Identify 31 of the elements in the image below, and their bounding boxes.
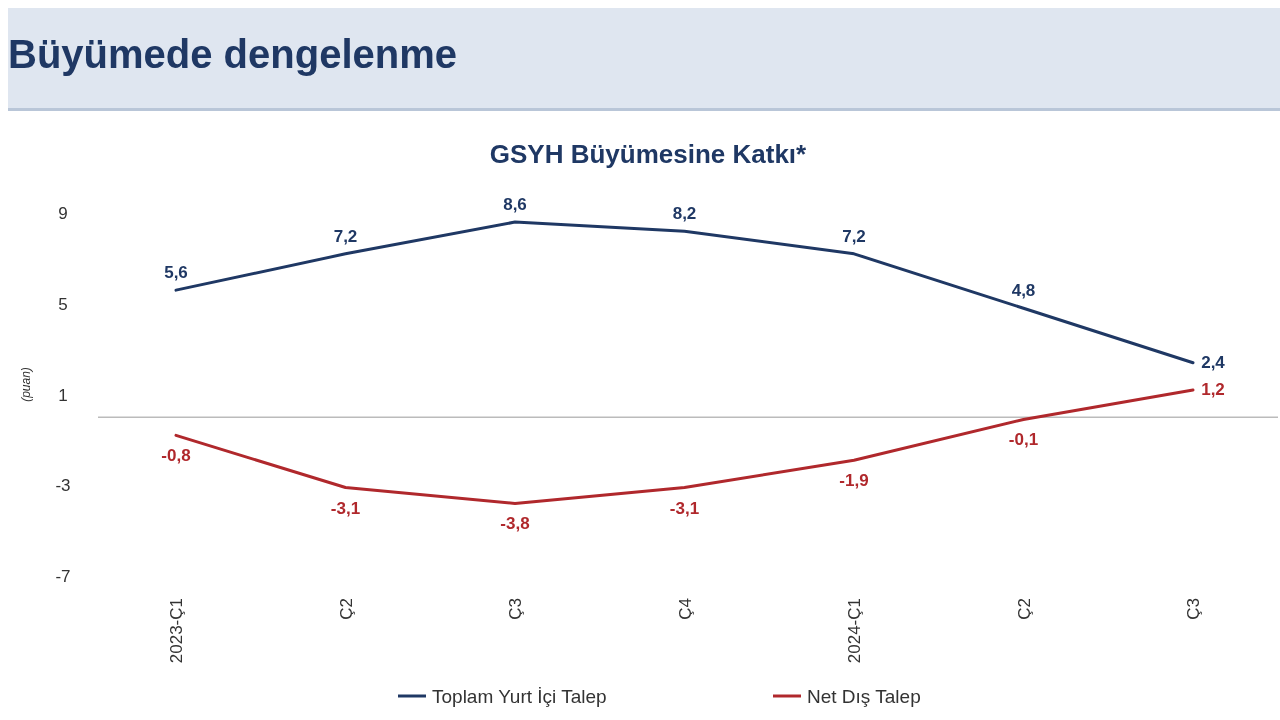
x-tick-label: 2023-Ç1 [167,598,186,664]
data-label: -1,9 [839,471,869,491]
x-tick-label: 2024-Ç1 [845,598,864,664]
y-axis-title: (puan) [19,367,33,402]
data-label: 5,6 [164,263,188,283]
data-label: 4,8 [1011,281,1036,301]
data-label: 7,2 [333,226,358,246]
data-label: 8,2 [672,204,697,224]
x-tick-label: Ç4 [675,598,695,620]
data-label: 1,2 [1201,379,1225,399]
chart-title: Büyümede dengelenme [8,32,458,76]
data-label: -3,1 [330,498,361,518]
legend-label: Net Dış Talep [807,686,921,707]
data-label: 8,6 [503,195,527,215]
y-tick-label: 9 [58,204,68,223]
x-tick-label: Ç2 [336,598,356,620]
y-tick-label: -3 [55,476,71,496]
x-tick-label: Ç3 [1184,598,1203,620]
data-label: 7,2 [842,226,866,246]
legend-label: Toplam Yurt İçi Talep [432,686,607,707]
y-tick-label: 1 [58,385,68,405]
y-tick-label: 5 [58,294,68,314]
data-label: -3,1 [669,498,700,518]
x-tick-label: Ç2 [1014,598,1034,620]
data-label: -0,1 [1008,430,1039,450]
data-label: 2,4 [1201,352,1226,372]
y-tick-label: -7 [55,567,71,586]
chart-subtitle: GSYH Büyümesine Katkı* [489,139,808,169]
data-label: -3,8 [500,514,530,534]
data-label: -0,8 [161,446,191,466]
x-tick-label: Ç3 [506,598,525,620]
